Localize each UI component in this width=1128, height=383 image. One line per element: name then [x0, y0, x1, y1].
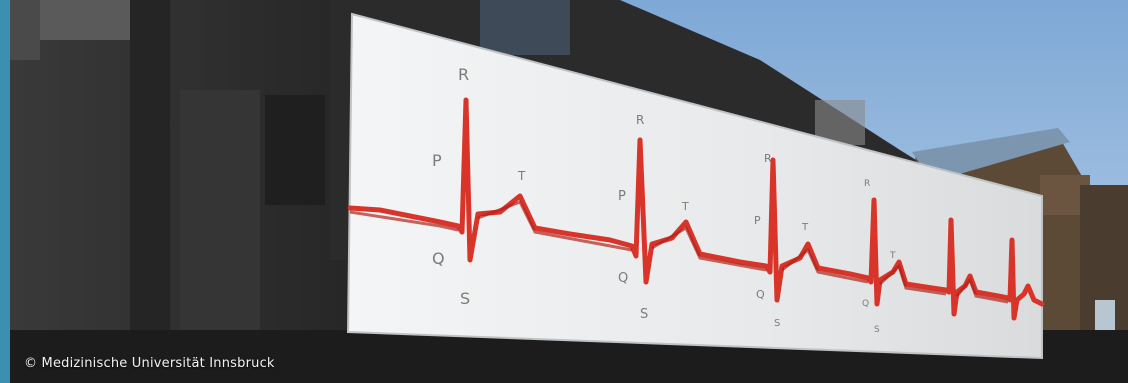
wall-letter: P — [754, 214, 761, 227]
far-right-window — [1095, 300, 1115, 330]
wall-letter: R — [764, 152, 772, 165]
wall-letter: Q — [756, 288, 765, 301]
ecg-trace — [347, 97, 1045, 321]
wall-letter: Q — [432, 249, 445, 268]
accent-bar — [0, 0, 10, 383]
wall-letter: T — [681, 200, 689, 213]
left-wall-light — [40, 0, 130, 40]
wall-letter: T — [801, 222, 809, 233]
wall-letter: R — [636, 113, 644, 127]
wall-letter: P — [618, 189, 626, 204]
wall-letter: R — [864, 179, 870, 189]
wall-letter: P — [432, 151, 442, 170]
wall-letter: S — [774, 318, 780, 329]
wall-letter: R — [458, 65, 469, 84]
wall-letters: R P T Q S R P T Q S R P T Q S R T Q S — [432, 65, 896, 335]
wall-letter: S — [874, 325, 880, 335]
copyright-caption: © Medizinische Universität Innsbruck — [24, 356, 275, 371]
ecg-trace-shadow — [349, 200, 1009, 304]
wall-letter: S — [460, 289, 470, 308]
ecg-panel — [346, 12, 1043, 360]
wall-letter: Q — [862, 299, 869, 309]
wall-letter: T — [889, 251, 896, 261]
left-dark-window — [265, 95, 325, 205]
wall-letter: T — [517, 169, 526, 183]
wall-letter: S — [640, 307, 648, 322]
wall-letter: Q — [618, 271, 628, 286]
left-recess — [180, 90, 260, 330]
blue-roof — [912, 128, 1070, 182]
left-window — [10, 0, 40, 60]
left-column — [130, 0, 170, 383]
upper-window — [480, 0, 570, 55]
